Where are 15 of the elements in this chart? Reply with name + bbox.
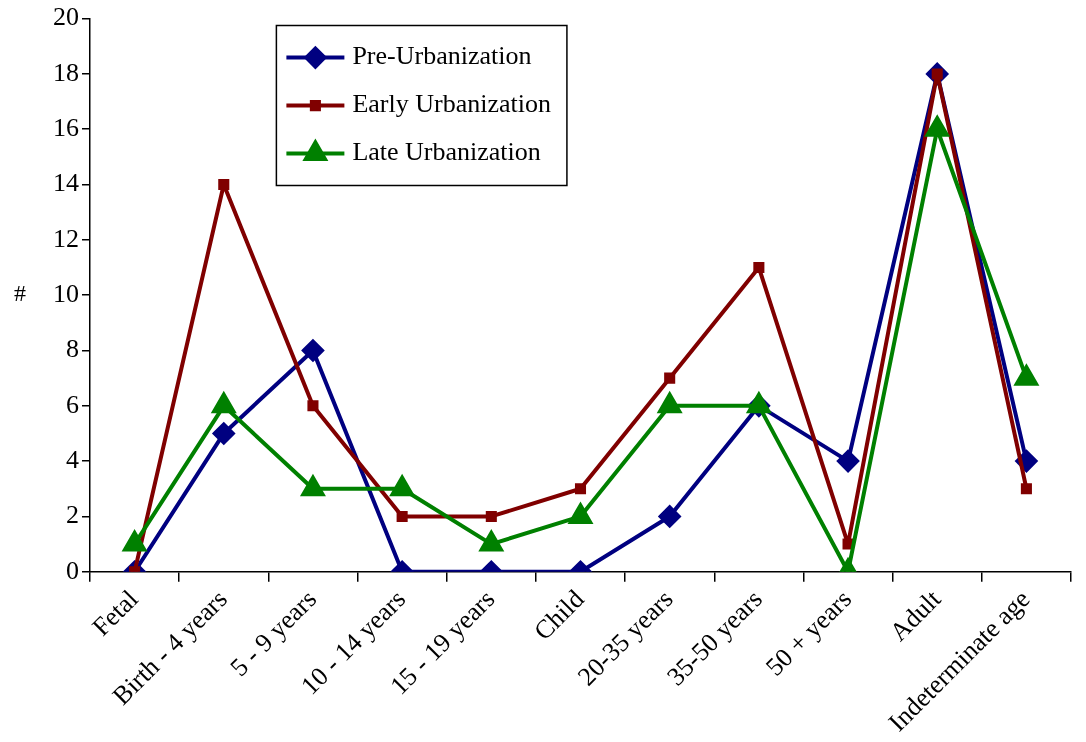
y-tick-label: 16 bbox=[53, 113, 79, 143]
y-tick-label: 0 bbox=[66, 555, 79, 585]
y-tick-label: 8 bbox=[66, 334, 79, 364]
y-tick-label: 12 bbox=[53, 223, 79, 253]
y-tick-label: 14 bbox=[53, 168, 79, 198]
legend-label: Early Urbanization bbox=[352, 89, 551, 119]
y-tick-label: 4 bbox=[66, 444, 79, 474]
y-tick-label: 2 bbox=[66, 500, 79, 530]
y-tick-label: 18 bbox=[53, 57, 79, 87]
legend-label: Pre-Urbanization bbox=[352, 41, 532, 71]
y-axis-title: # bbox=[14, 280, 26, 307]
y-tick-label: 10 bbox=[53, 279, 79, 308]
y-tick-label: 20 bbox=[53, 2, 79, 32]
legend-label: Late Urbanization bbox=[352, 137, 541, 167]
y-tick-label: 6 bbox=[66, 389, 79, 419]
